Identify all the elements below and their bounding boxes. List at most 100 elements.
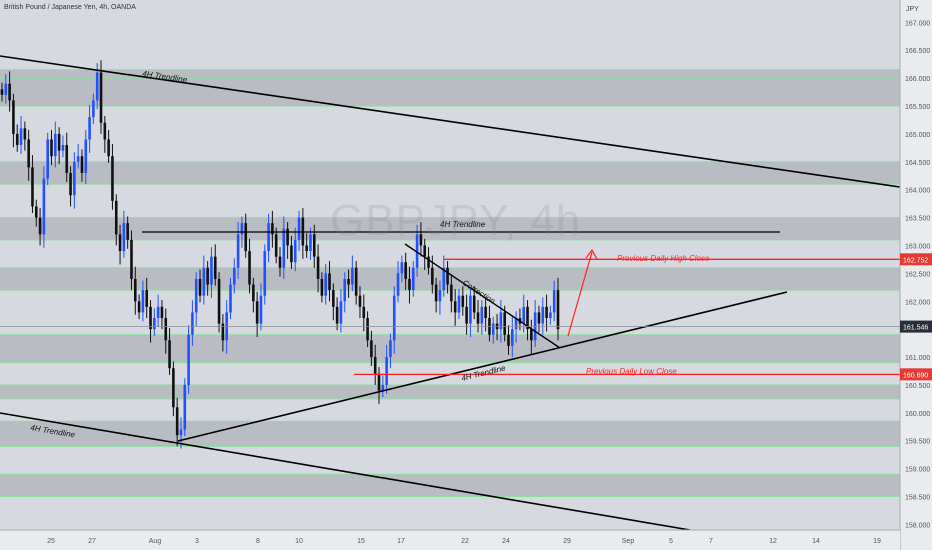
price-zone [0, 384, 900, 399]
candle-body [507, 334, 510, 346]
candle-body [457, 295, 461, 313]
candle-body [15, 133, 19, 146]
price-zone [0, 474, 900, 497]
y-tick-label: 161.000 [905, 355, 930, 362]
candle-body [168, 340, 171, 369]
candle-body [255, 301, 259, 324]
y-tick-label: 166.000 [905, 76, 930, 83]
candle-body [324, 273, 327, 296]
candle-body [61, 145, 65, 151]
candle-body [438, 290, 442, 302]
candle-body [111, 156, 114, 201]
x-tick-label: 7 [709, 538, 713, 545]
candle-body [335, 306, 339, 324]
candle-body [57, 133, 61, 151]
candle-body [377, 373, 381, 391]
candle-body [480, 306, 484, 324]
candle-body [149, 306, 152, 330]
symbol-title: British Pound / Japanese Yen, 4h, OANDA [4, 4, 136, 11]
candle-body [130, 239, 133, 279]
candle-body [370, 340, 373, 358]
candle-body [305, 245, 308, 252]
candle-body [233, 267, 236, 285]
candle-body [107, 139, 110, 157]
candle-body [328, 273, 331, 291]
candle-body [453, 301, 457, 313]
candle-body [556, 290, 560, 330]
candle-body [95, 72, 99, 101]
candle-body [469, 295, 472, 324]
candle-body [202, 267, 206, 296]
candle-body [499, 312, 503, 330]
candle-body [526, 306, 529, 330]
label-previous-high: Previous Daily High Close [617, 254, 710, 263]
candle-body [484, 306, 487, 318]
candle-body [229, 284, 232, 313]
candle-body [446, 267, 449, 285]
candle-body [373, 357, 377, 374]
price-zone [0, 161, 900, 185]
price-tag-previous-high: 162.752 [903, 257, 928, 264]
trendline-support [177, 291, 788, 442]
candle-body [65, 145, 69, 173]
candle-body [217, 278, 221, 324]
candle-body [137, 301, 141, 313]
x-tick-label: 12 [769, 538, 777, 545]
x-tick-label: 29 [563, 538, 571, 545]
candle-body [240, 223, 244, 235]
candle-body [351, 267, 354, 285]
candle-body [27, 139, 30, 168]
candle-body [236, 234, 240, 268]
candle-body [541, 306, 545, 324]
candle-body [221, 323, 225, 341]
candle-body [210, 256, 213, 285]
x-tick-label: 10 [295, 538, 303, 545]
candle-body [491, 323, 495, 335]
candle-body [126, 223, 129, 240]
candle-body [175, 407, 179, 436]
candle-body [431, 267, 434, 285]
candle-body [297, 217, 301, 240]
y-tick-label: 160.500 [905, 383, 930, 390]
candle-body [271, 223, 274, 235]
candle-body [415, 234, 419, 268]
candle-body [552, 290, 556, 313]
candle-body [400, 262, 404, 274]
candle-body [23, 128, 27, 140]
candle-body [316, 256, 320, 279]
candle-body [252, 284, 255, 302]
candle-body [248, 251, 251, 285]
trendline-correction [404, 243, 561, 349]
candle-body [343, 278, 347, 302]
candle-body [213, 256, 217, 279]
price-zone [0, 421, 900, 447]
candle-body [503, 312, 506, 335]
y-tick-label: 158.000 [905, 522, 930, 529]
candle-body [145, 290, 149, 307]
candle-body [160, 306, 164, 318]
time-axis-bg [0, 530, 900, 550]
candle-body [411, 267, 415, 291]
candle-body [183, 384, 187, 430]
projection-arrow-shaft [567, 251, 593, 337]
x-tick-label: Aug [149, 538, 162, 545]
projection-arrow-head [585, 248, 598, 260]
candle-body [164, 318, 168, 341]
x-tick-label: 27 [88, 538, 96, 545]
candle-body [69, 172, 72, 196]
candle-body [278, 256, 282, 268]
candle-body [80, 156, 84, 173]
candle-body [50, 139, 53, 157]
x-tick-label: 5 [669, 538, 673, 545]
x-tick-label: 14 [812, 538, 820, 545]
price-tag-current-bg [900, 320, 932, 333]
candle-body [385, 357, 388, 385]
candle-body [392, 295, 396, 341]
candle-body [282, 228, 286, 268]
candle-body [118, 234, 122, 252]
candle-body [522, 306, 526, 324]
x-tick-label: 19 [873, 538, 881, 545]
candle-body [73, 161, 76, 196]
candle-body [88, 117, 91, 140]
